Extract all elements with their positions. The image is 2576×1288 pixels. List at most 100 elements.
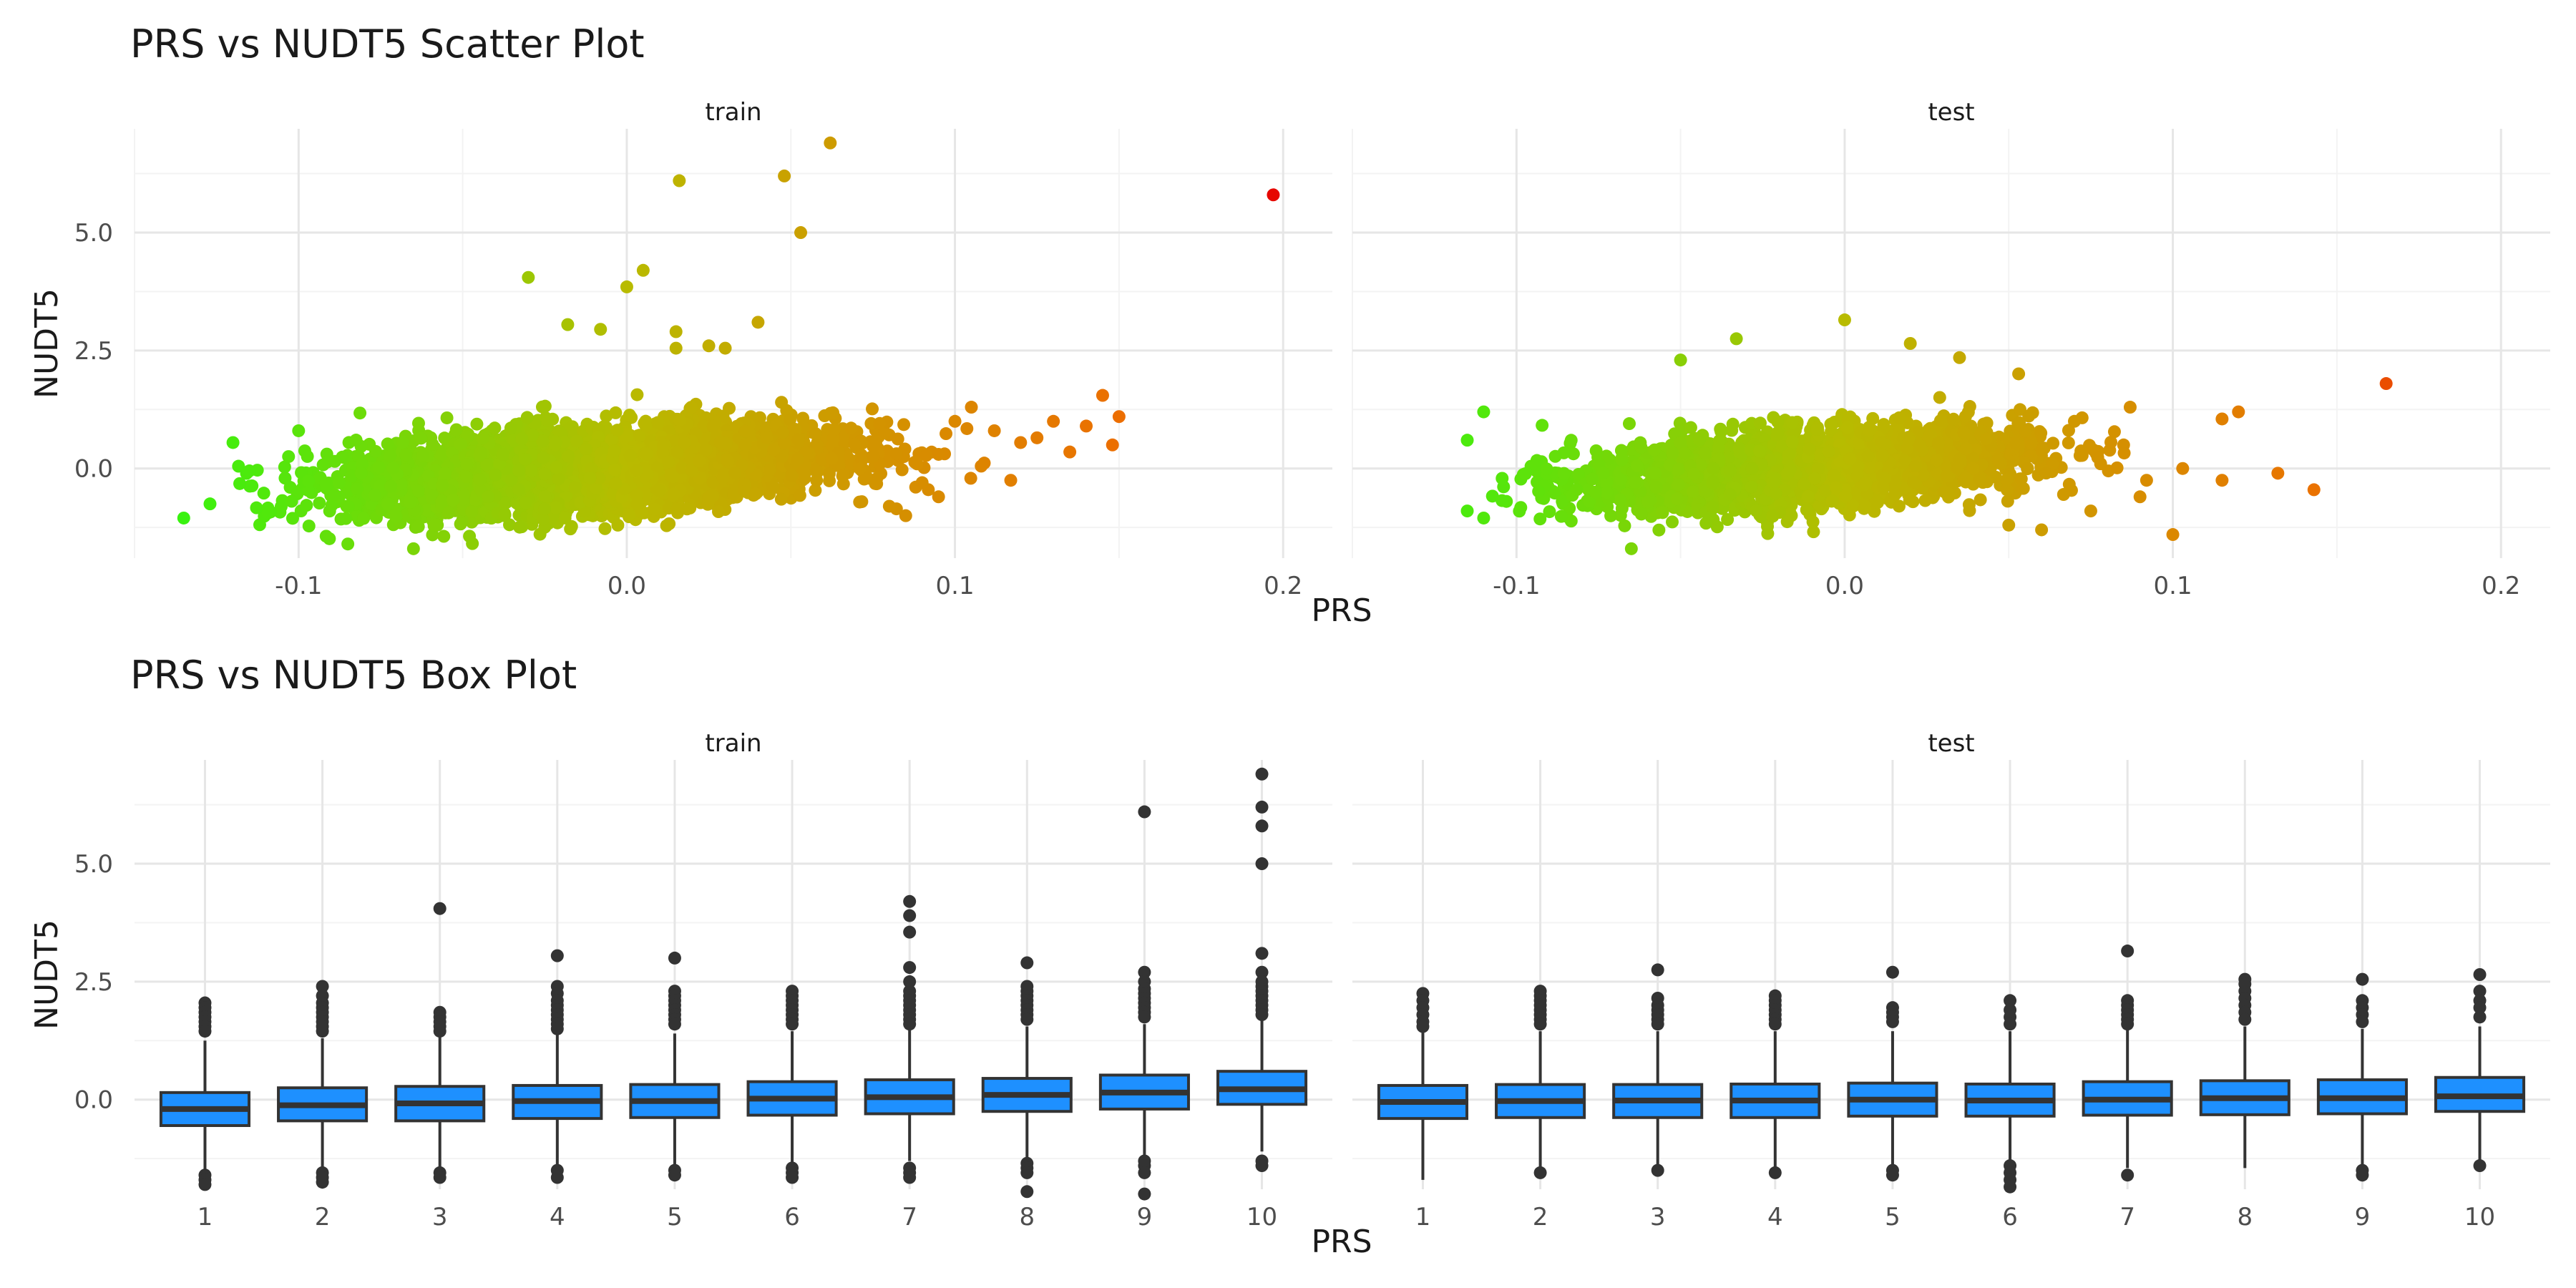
data-point [648,502,662,516]
data-point [701,497,715,511]
data-point [909,456,922,469]
data-point [519,496,532,509]
data-point [774,492,788,506]
data-point [389,509,403,523]
data-point [562,449,575,463]
data-point [778,169,791,182]
facet-label-test: test [1928,98,1974,127]
data-point [489,468,502,482]
data-point [728,466,742,479]
data-point [975,459,988,473]
data-point [454,517,467,531]
data-point [594,323,608,336]
data-point [844,421,858,435]
data-point [608,463,621,477]
data-point [449,423,463,436]
data-point [630,388,644,401]
data-point [1112,410,1126,424]
data-point [341,499,355,513]
x-tick-label: 0.0 [608,572,646,600]
scatter-plot-title: PRS vs NUDT5 Scatter Plot [130,21,645,67]
data-point [716,471,730,484]
data-point [512,483,526,497]
data-point [552,472,565,486]
data-point [460,458,474,472]
data-point [882,499,896,513]
data-point [2001,494,2014,508]
data-point [300,499,313,512]
data-point [1063,445,1077,459]
x-axis-title: PRS [1311,592,1372,629]
data-point [583,471,597,484]
facet-label-train: train [705,98,761,127]
data-point [825,452,839,465]
data-point [718,341,732,355]
data-point [848,437,862,451]
data-point [870,472,884,486]
data-point [537,502,551,516]
data-point [538,467,552,481]
data-point [873,416,887,430]
data-point [796,411,810,425]
data-point [436,479,449,492]
data-point [226,436,240,449]
data-point [620,280,633,293]
data-point [1030,431,1044,444]
data-point [1267,188,1280,202]
data-point [319,477,333,490]
data-point [822,467,836,480]
data-point [441,506,455,519]
data-point [623,449,637,462]
data-point [406,542,420,555]
data-point [702,339,716,353]
data-point [669,341,683,355]
data-point [608,444,621,458]
data-point [323,504,336,518]
data-point [656,439,670,452]
data-point [791,433,805,447]
data-point [275,494,289,507]
data-point [818,409,831,423]
data-point [233,477,247,490]
data-point [474,449,487,462]
data-point [867,449,880,463]
data-point [693,454,706,468]
data-point [610,424,624,437]
data-point [580,443,593,457]
data-point [1014,436,1028,449]
data-point [794,226,808,240]
x-tick-label: 0.0 [1825,572,1864,600]
data-point [667,487,680,501]
data-point [727,487,741,501]
data-point [513,520,527,534]
data-point [609,477,623,490]
data-point [426,437,439,451]
data-point [549,501,562,514]
point-cloud-train [232,388,991,550]
data-point [660,519,673,532]
data-point [932,490,945,504]
data-point [987,424,1001,437]
x-tick-label: -0.1 [275,572,322,600]
data-point [1096,389,1109,402]
data-point [177,511,190,525]
data-point [341,537,355,551]
data-point [623,508,636,522]
data-point [824,136,837,150]
data-point [282,450,296,464]
data-point [470,417,484,431]
data-point [776,426,789,439]
data-point [1106,438,1119,452]
data-point [257,487,270,500]
data-point [866,402,879,416]
data-point [964,472,977,485]
data-point [203,497,217,511]
data-point [763,463,776,477]
y-tick-label: 2.5 [74,337,113,366]
data-point [353,406,367,420]
data-point [636,263,650,277]
data-point [558,511,572,525]
